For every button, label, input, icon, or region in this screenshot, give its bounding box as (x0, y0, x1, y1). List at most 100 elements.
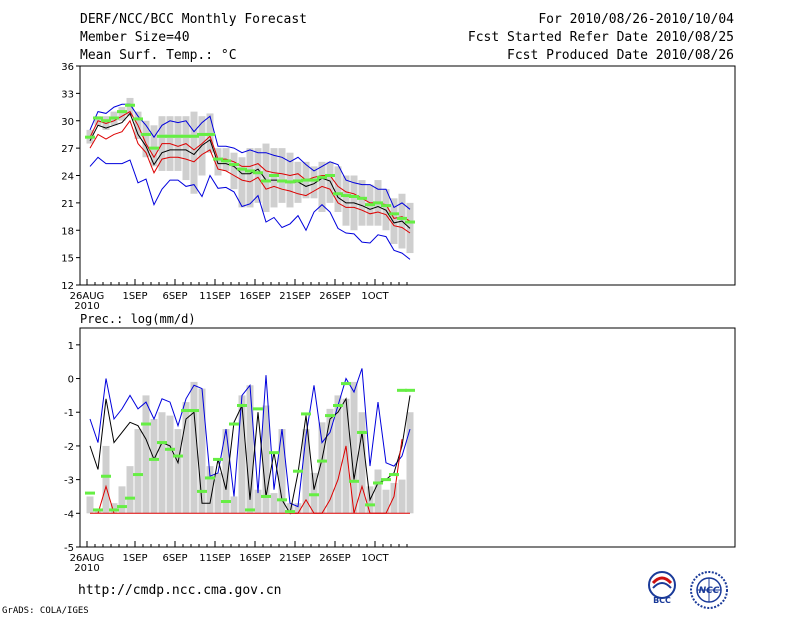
median-mark (93, 116, 103, 120)
median-mark (205, 476, 215, 480)
series-max-line (89, 368, 411, 508)
x-tick-label: 16SEP (239, 553, 270, 564)
x-tick-label: 6SEP (162, 291, 187, 302)
spread-box (214, 472, 222, 514)
median-mark (325, 174, 335, 177)
spread-box (254, 489, 262, 514)
x-tick-label: 21SEP (279, 291, 310, 302)
x-tick-label: 16SEP (239, 291, 270, 302)
spread-box (158, 412, 166, 514)
start-date: Fcst Started Refer Date 2010/08/25 (467, 30, 734, 45)
x-tick-label: 26AUG (70, 553, 105, 564)
x-tick-label: 1OCT (361, 553, 389, 564)
median-mark (309, 178, 319, 182)
spread-box (190, 111, 198, 194)
spread-box (150, 125, 158, 167)
median-mark (373, 201, 383, 205)
median-mark (245, 508, 255, 512)
median-mark (93, 508, 103, 512)
median-mark (269, 174, 279, 177)
spread-box (374, 469, 382, 514)
spread-box (222, 429, 230, 514)
median-mark (285, 510, 295, 514)
chart-title: DERF/NCC/BCC Monthly Forecast (80, 12, 307, 27)
spread-box (294, 503, 302, 514)
spread-box (358, 412, 366, 514)
median-mark (85, 491, 95, 495)
source-url[interactable]: http://cmdp.ncc.cma.gov.cn (78, 583, 282, 598)
y-tick-label: 15 (61, 254, 74, 265)
median-mark (349, 479, 359, 483)
spread-box (118, 107, 126, 121)
spread-box (310, 472, 318, 514)
spread-box (342, 398, 350, 514)
bcc-logo: BCC (641, 570, 683, 606)
median-mark (341, 382, 351, 386)
spread-box (302, 429, 310, 514)
median-mark (373, 481, 383, 485)
median-mark (213, 457, 223, 461)
y-tick-label: 36 (61, 62, 74, 73)
median-mark (357, 196, 367, 200)
grads-credit: GrADS: COLA/IGES (2, 606, 89, 616)
spread-box (126, 97, 134, 117)
x-tick-label: 11SEP (199, 553, 230, 564)
ncc-logo-text: NCC (699, 586, 720, 596)
median-mark (141, 422, 151, 426)
median-mark (149, 457, 159, 461)
spread-box (326, 161, 334, 203)
spread-box (142, 395, 150, 514)
y-tick-label: 0 (68, 375, 74, 386)
spread-box (406, 412, 414, 514)
median-mark (197, 489, 207, 493)
series-max-line (89, 103, 411, 210)
spread-box (182, 116, 190, 181)
x-tick-label: 26AUG (70, 291, 105, 302)
bcc-logo-text: BCC (653, 596, 671, 605)
spread-box (206, 466, 214, 514)
median-mark (117, 505, 127, 509)
y-tick-label: 21 (61, 199, 74, 210)
median-mark (125, 103, 135, 107)
median-mark (357, 430, 367, 434)
variable-label: Mean Surf. Temp.: °C (80, 48, 237, 63)
median-mark (389, 212, 399, 216)
median-mark (85, 135, 95, 139)
x-tick-label: 26SEP (319, 291, 350, 302)
median-mark (165, 134, 175, 138)
median-mark (197, 132, 207, 136)
x-tick-label: 1SEP (122, 553, 147, 564)
median-mark (181, 134, 191, 138)
spread-box (230, 152, 238, 190)
y-tick-label: 1 (68, 341, 74, 352)
median-mark (293, 469, 303, 473)
spread-box (270, 493, 278, 514)
spread-box (246, 385, 254, 514)
spread-box (270, 148, 278, 208)
spread-box (174, 429, 182, 514)
median-mark (309, 493, 319, 497)
median-mark (365, 203, 375, 207)
median-mark (245, 169, 255, 173)
median-mark (149, 146, 159, 150)
median-mark (293, 179, 303, 183)
median-mark (405, 220, 415, 224)
median-mark (101, 119, 111, 123)
x-tick-label: 1SEP (122, 291, 147, 302)
median-mark (221, 159, 231, 163)
median-mark (125, 496, 135, 500)
spread-box (118, 486, 126, 514)
spread-box (182, 402, 190, 514)
median-mark (101, 474, 111, 478)
spread-box (286, 503, 294, 514)
series-mean-line (89, 395, 411, 515)
spread-box (214, 148, 222, 176)
median-mark (221, 500, 231, 504)
median-mark (301, 178, 311, 182)
spread-box (382, 489, 390, 514)
median-mark (133, 473, 143, 477)
median-mark (397, 388, 407, 392)
